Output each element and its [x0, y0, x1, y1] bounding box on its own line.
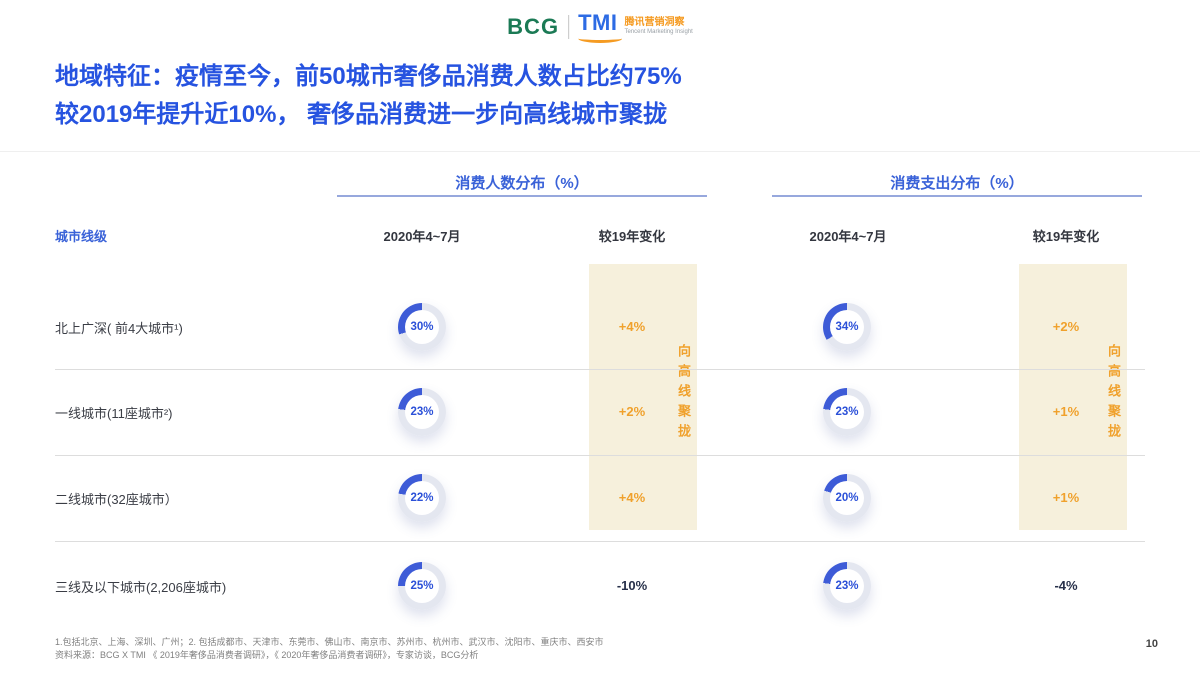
donut-value: 25%	[405, 569, 439, 603]
page-title: 地域特征：疫情至今，前50城市奢侈品消费人数占比约75% 较2019年提升近10…	[55, 58, 682, 134]
logo-divider	[568, 14, 570, 39]
row-label-tier1: 北上广深( 前4大城市¹)	[55, 320, 183, 336]
vertical-annotation-people: 向高线聚拢	[676, 344, 691, 444]
row-header-city-tier: 城市线级	[55, 229, 108, 244]
group-underline-spend	[772, 195, 1142, 197]
highlight-strip-people	[589, 264, 697, 530]
donut-chart-spend-r3: 20%	[823, 474, 871, 522]
col-header-people-change: 较19年变化	[598, 229, 666, 244]
change-value-people-r2: +2%	[618, 404, 646, 419]
group-header-spend: 消费支出分布（%）	[890, 175, 1024, 192]
page-number: 10	[1145, 638, 1158, 650]
highlight-strip-spend	[1019, 264, 1127, 530]
tmi-swoosh-icon	[578, 34, 623, 43]
row-label-tier4: 三线及以下城市(2,206座城市)	[55, 579, 227, 595]
row-divider	[55, 369, 1145, 370]
donut-chart-people-r2: 23%	[398, 388, 446, 436]
tmi-logo: TMI	[578, 10, 618, 35]
donut-value: 34%	[830, 310, 864, 344]
donut-chart-spend-r4: 23%	[823, 562, 871, 610]
change-value-spend-r3: +1%	[1052, 490, 1080, 505]
donut-chart-spend-r1: 34%	[823, 303, 871, 351]
donut-chart-people-r4: 25%	[398, 562, 446, 610]
bcg-logo: BCG	[507, 13, 560, 39]
tmi-caption-en: Tencent Marketing Insight	[624, 28, 693, 35]
vertical-annotation-spend: 向高线聚拢	[1106, 344, 1121, 444]
tmi-caption-cn: 腾讯营销洞察	[624, 16, 685, 28]
donut-chart-people-r3: 22%	[398, 474, 446, 522]
donut-value: 30%	[405, 310, 439, 344]
change-value-people-r1: +4%	[618, 319, 646, 334]
change-value-spend-r1: +2%	[1052, 319, 1080, 334]
change-value-spend-r2: +1%	[1052, 404, 1080, 419]
tmi-logo-wrap: TMI	[578, 10, 623, 43]
title-line1: 地域特征：疫情至今，前50城市奢侈品消费人数占比约75%	[55, 63, 682, 90]
donut-value: 22%	[405, 481, 439, 515]
row-label-tier2: 一线城市(11座城市²)	[55, 405, 173, 421]
change-value-spend-r4: -4%	[1054, 578, 1078, 593]
col-header-spend-change: 较19年变化	[1032, 229, 1100, 244]
donut-value: 23%	[405, 395, 439, 429]
group-header-people: 消费人数分布（%）	[455, 175, 589, 192]
footnote-1: 1.包括北京、上海、深圳、广州；2. 包括成都市、天津市、东莞市、佛山市、南京市…	[55, 637, 604, 647]
change-value-people-r4: -10%	[616, 578, 648, 593]
donut-chart-people-r1: 30%	[398, 303, 446, 351]
row-divider	[55, 541, 1145, 542]
logo: BCG TMI 腾讯营销洞察 Tencent Marketing Insight	[507, 10, 693, 43]
col-header-spend-period: 2020年4~7月	[809, 229, 887, 244]
group-underline-people	[337, 195, 707, 197]
tmi-caption: 腾讯营销洞察 Tencent Marketing Insight	[624, 17, 692, 36]
row-label-tier3: 二线城市(32座城市）	[55, 491, 178, 507]
donut-value: 20%	[830, 481, 864, 515]
col-header-people-period: 2020年4~7月	[383, 229, 461, 244]
donut-chart-spend-r2: 23%	[823, 388, 871, 436]
change-value-people-r3: +4%	[618, 490, 646, 505]
footnote-2: 资料来源：BCG X TMI 《 2019年奢侈品消费者调研》，《 2020年奢…	[55, 650, 479, 660]
row-divider	[55, 455, 1145, 456]
donut-value: 23%	[830, 569, 864, 603]
donut-value: 23%	[830, 395, 864, 429]
title-line2: 较2019年提升近10%， 奢侈品消费进一步向高线城市聚拢	[55, 101, 668, 128]
header-divider	[0, 151, 1200, 152]
